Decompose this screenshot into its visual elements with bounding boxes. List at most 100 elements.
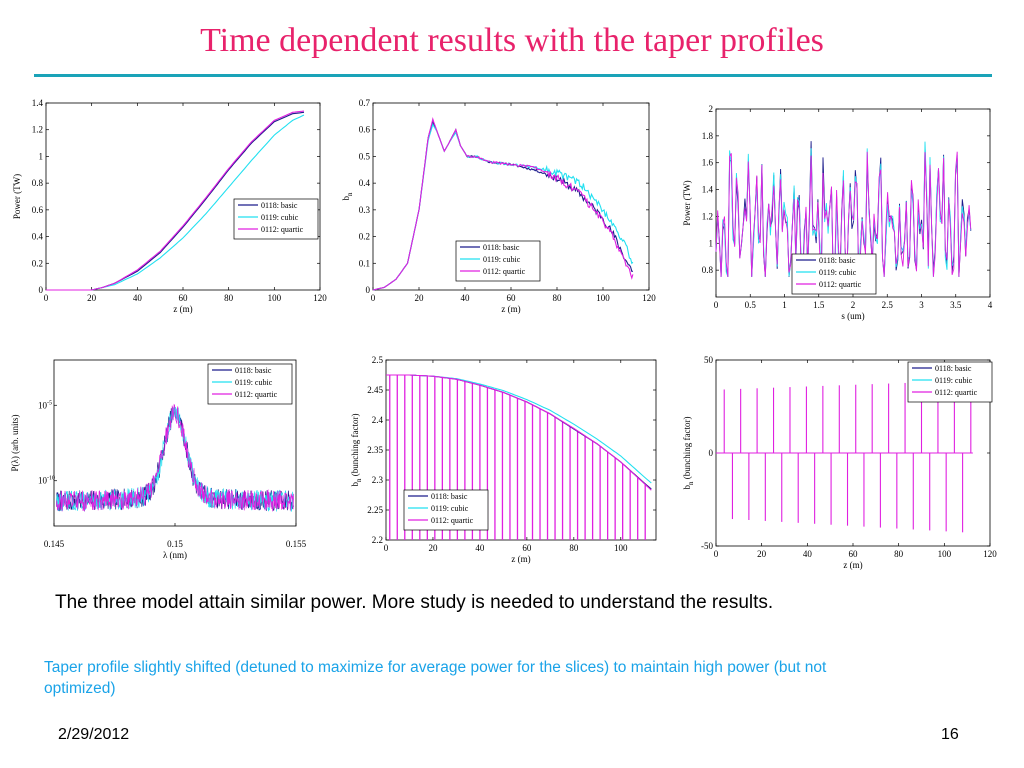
y-tick-label: 1: [709, 238, 714, 248]
y-tick-label: 0.1: [359, 258, 370, 268]
y-axis-label: Power (TW): [12, 174, 22, 219]
y-tick-label: 0.4: [32, 232, 44, 242]
legend-box: [791, 253, 877, 295]
y-tick-label: 10-5: [38, 400, 52, 410]
y-tick-label: 2.35: [367, 445, 383, 455]
y-tick-label: 2.5: [372, 355, 384, 365]
x-tick-label: 0: [384, 543, 389, 553]
main-conclusion-text: The three model attain similar power. Mo…: [55, 592, 774, 613]
legend-entry: 0119: cubic: [483, 255, 521, 264]
y-tick-label: 1.2: [32, 125, 43, 135]
legend-entry: 0118: basic: [819, 256, 856, 265]
chart-power-vs-z: 0 20 40 60 80 100 120 z (m) 0 0.2 0.4 0.6 0.8 1 1.2 1.4…: [10, 95, 340, 325]
series-line: [46, 110, 305, 291]
x-tick-label: 40: [133, 293, 143, 303]
x-axis-label: z (m): [843, 560, 862, 570]
x-axis-label: z (m): [173, 304, 192, 314]
y-tick-label: 2.4: [372, 415, 384, 425]
series-line: [372, 116, 634, 291]
y-tick-label: 0.4: [359, 178, 371, 188]
y-tick-label: 0.3: [359, 205, 371, 215]
x-tick-label: 4: [988, 300, 993, 310]
x-tick-label: 80: [553, 293, 563, 303]
x-tick-label: 80: [224, 293, 234, 303]
x-tick-label: 20: [415, 293, 425, 303]
legend-entry: 0118: basic: [483, 243, 520, 252]
x-tick-label: 0: [714, 549, 719, 559]
y-tick-label: 2: [709, 104, 714, 114]
x-tick-label: 80: [894, 549, 904, 559]
x-tick-label: 0.5: [745, 300, 757, 310]
legend-entry: 0118: basic: [261, 201, 298, 210]
y-tick-label: 1.4: [32, 98, 44, 108]
series-line: [386, 374, 652, 490]
title-divider: [34, 74, 992, 77]
series-line: [56, 403, 294, 512]
legend-entry: 0112: quartic: [483, 267, 526, 276]
x-tick-label: 0: [714, 300, 719, 310]
y-tick-label: 1.2: [702, 211, 713, 221]
y-tick-label: 1.8: [702, 131, 714, 141]
y-tick-label: -50: [701, 541, 713, 551]
y-tick-label: 1.6: [702, 158, 714, 168]
y-tick-label: 1.4: [702, 185, 714, 195]
x-tick-label: 0: [371, 293, 376, 303]
series-line: [715, 151, 972, 277]
y-axis-label: bn (bunching factor): [682, 417, 695, 490]
legend-entry: 0119: cubic: [235, 378, 273, 387]
x-tick-label: 40: [475, 543, 485, 553]
y-axis-label: P(λ) (arb. units): [10, 414, 20, 471]
chart-bunching-factor-zoom: 0 20 40 60 80 100 z (m) 2.2 2.25 2.3 2.35 2.4 2.45 2.…: [340, 352, 670, 577]
x-tick-label: 1.5: [813, 300, 825, 310]
legend-box: [403, 489, 489, 531]
slide-title: Time dependent results with the taper pr…: [200, 22, 824, 59]
legend-entry: 0112: quartic: [431, 516, 474, 525]
x-tick-label: 0.145: [44, 539, 65, 549]
x-tick-label: 120: [313, 293, 327, 303]
x-tick-label: 120: [983, 549, 997, 559]
y-tick-label: 0.6: [359, 125, 371, 135]
x-tick-label: 1: [782, 300, 787, 310]
y-tick-label: 0: [39, 285, 44, 295]
y-tick-label: 0.8: [702, 265, 714, 275]
y-tick-label: 50: [704, 355, 714, 365]
y-tick-label: 0.2: [359, 232, 370, 242]
x-axis-label: λ (nm): [163, 550, 187, 560]
x-axis-label: s (um): [841, 311, 864, 321]
legend-entry: 0112: quartic: [935, 388, 978, 397]
y-tick-label: 0: [366, 285, 371, 295]
taper-note-text: Taper profile slightly shifted (detuned …: [44, 659, 827, 697]
x-tick-label: 40: [461, 293, 471, 303]
x-tick-label: 20: [87, 293, 97, 303]
y-axis-label: bn: [341, 192, 354, 201]
x-tick-label: 0.15: [167, 539, 183, 549]
x-tick-label: 80: [569, 543, 579, 553]
y-tick-label: 0.6: [32, 205, 44, 215]
x-tick-label: 100: [938, 549, 952, 559]
x-tick-label: 20: [757, 549, 767, 559]
footer-date: 2/29/2012: [58, 726, 130, 743]
y-tick-label: 0.8: [32, 178, 44, 188]
x-axis-label: z (m): [501, 304, 520, 314]
y-tick-label: 1: [39, 151, 44, 161]
y-axis-label: Power (TW): [682, 180, 692, 225]
y-axis-label: bn (bunching factor): [350, 414, 363, 487]
x-tick-label: 60: [522, 543, 532, 553]
y-tick-label: 2.25: [367, 505, 383, 515]
y-tick-label: 0.7: [359, 98, 371, 108]
x-tick-label: 120: [642, 293, 656, 303]
x-axis-label: z (m): [511, 554, 530, 564]
y-tick-label: 0.5: [359, 151, 371, 161]
chart-spectrum: 0.145 0.15 0.155 λ (nm) 10-5 10-10 P(λ) (arb. …: [8, 348, 308, 563]
legend-box: [907, 361, 993, 403]
y-tick-label: 0.2: [32, 258, 43, 268]
legend-entry: 0119: cubic: [261, 213, 299, 222]
legend-entry: 0119: cubic: [819, 268, 857, 277]
legend-entry: 0118: basic: [431, 492, 468, 501]
x-tick-label: 3.5: [950, 300, 962, 310]
chart-power-vs-s: 0 0.5 1 1.5 2 2.5 3 3.5 4 s (um) 0.8 1 1.2 1.4 1.6 1.8 2…: [680, 100, 1000, 330]
series-line: [386, 374, 652, 491]
legend-entry: 0112: quartic: [235, 390, 278, 399]
chart-bunching-vs-z: 0 20 40 60 80 100 120 z (m) 0 0.1 0.2 0.3 0.4 0.5 0.6 0…: [340, 95, 670, 325]
series-line: [715, 141, 972, 278]
